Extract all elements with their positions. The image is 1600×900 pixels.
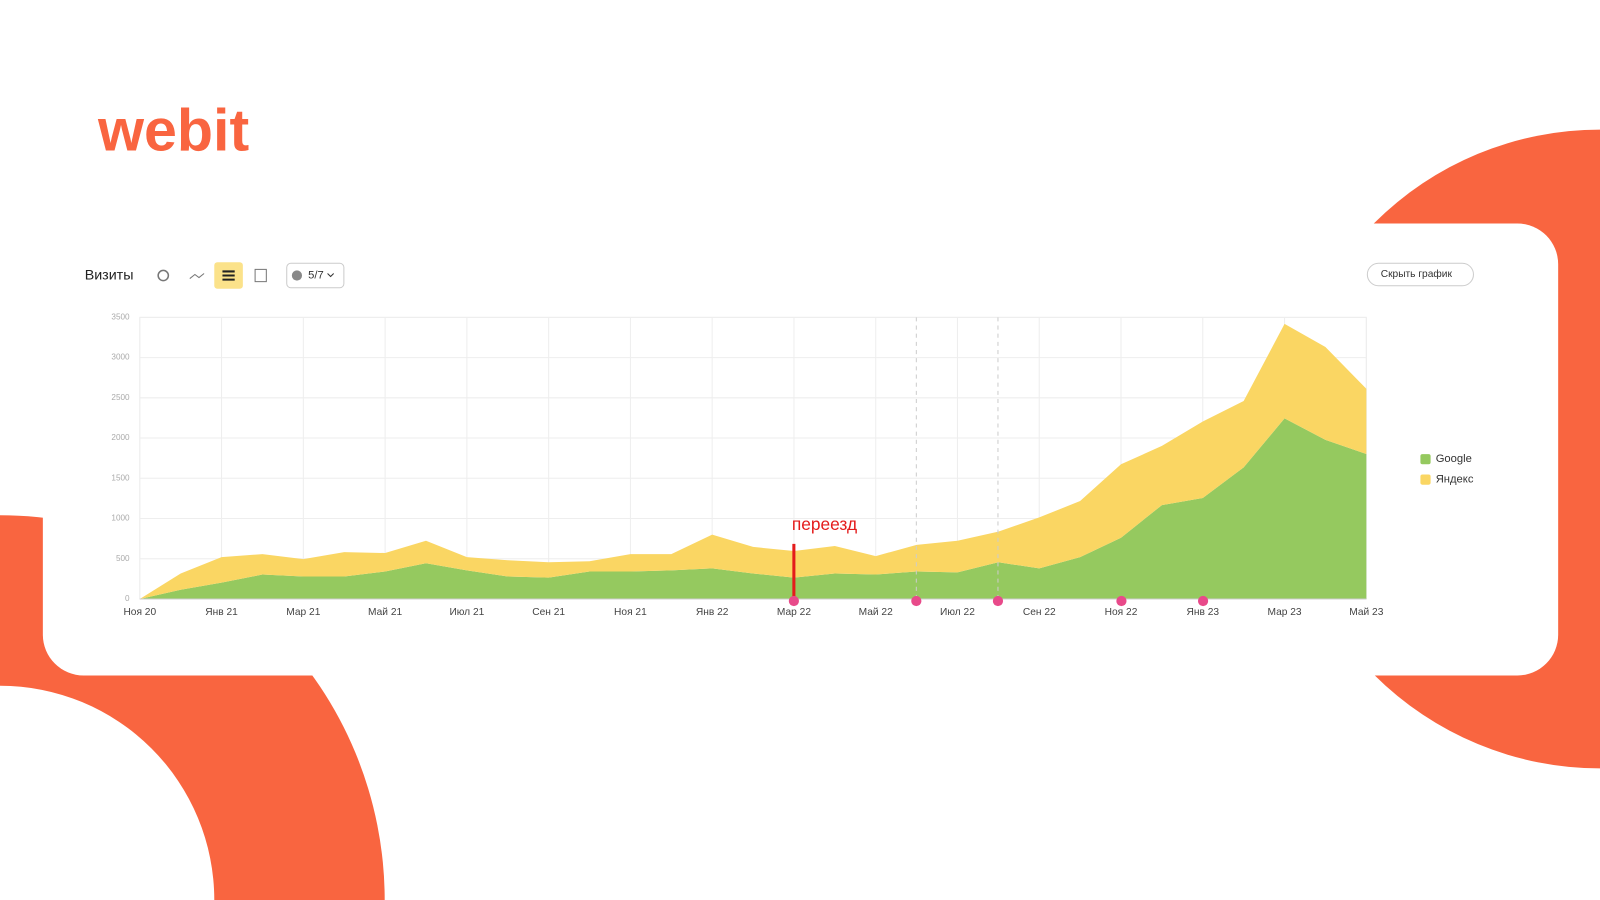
legend-swatch[interactable] [1420, 454, 1431, 465]
icon-bars[interactable] [254, 268, 267, 283]
x-tick-label: Ноя 21 [614, 607, 647, 618]
x-tick-label: Мар 23 [1268, 607, 1302, 618]
x-tick-label: Май 21 [368, 607, 402, 618]
legend-label: Google [1436, 453, 1472, 465]
legend-swatch[interactable] [1420, 474, 1431, 485]
x-tick-label: Янв 23 [1187, 607, 1220, 618]
x-tick-label: Янв 21 [205, 607, 238, 618]
x-tick-label: Ноя 22 [1105, 607, 1138, 618]
icon-line[interactable] [189, 273, 205, 279]
x-tick-label: Июл 21 [449, 607, 484, 618]
icon-area-glyph [222, 270, 235, 281]
notes-icon [291, 270, 303, 281]
chevron [327, 273, 335, 278]
y-tick-label: 1000 [111, 514, 130, 523]
area [139, 418, 1367, 599]
area [139, 323, 1367, 599]
event-marker[interactable] [1197, 595, 1209, 607]
event-marker[interactable] [788, 595, 799, 607]
hide-chart-label: Скрыть график [1381, 268, 1453, 280]
x-tick-label: Янв 22 [696, 607, 729, 618]
y-tick-label: 3500 [111, 313, 130, 322]
toolbar-title: Визиты [85, 267, 134, 283]
x-tick-label: Мар 22 [777, 607, 811, 618]
y-tick-label: 3000 [111, 353, 130, 362]
y-tick-label: 1500 [111, 473, 130, 482]
x-tick-label: Сен 21 [532, 607, 565, 618]
hide-chart-button[interactable] [1366, 262, 1474, 287]
annotation: переезд [792, 514, 857, 534]
x-tick-label: Май 23 [1349, 607, 1383, 618]
icon-pie[interactable] [157, 269, 170, 282]
x-tick-label: Ноя 20 [123, 607, 156, 618]
x-tick-label: Май 22 [859, 607, 893, 618]
x-tick-label: Сен 22 [1023, 607, 1056, 618]
chart: 0 500 1000 1500 2000 2500 3000 3500 Ноя 20 Янв 21… [111, 313, 1383, 618]
event-marker[interactable] [911, 595, 922, 607]
notes-button[interactable] [286, 262, 345, 289]
event-marker[interactable] [992, 595, 1004, 607]
y-tick-label: 500 [116, 554, 130, 563]
x-tick-label: Июл 22 [940, 607, 975, 618]
y-tick-label: 0 [125, 594, 130, 603]
y-tick-label: 2500 [111, 393, 130, 402]
event-marker[interactable] [1116, 595, 1127, 607]
logo: webit [97, 96, 249, 163]
notes-counter: 5/7 [308, 269, 324, 281]
event-markers [788, 595, 1209, 607]
legend-label: Яндекс [1436, 474, 1474, 486]
y-tick-label: 2000 [111, 433, 130, 442]
x-tick-label: Мар 21 [286, 607, 320, 618]
